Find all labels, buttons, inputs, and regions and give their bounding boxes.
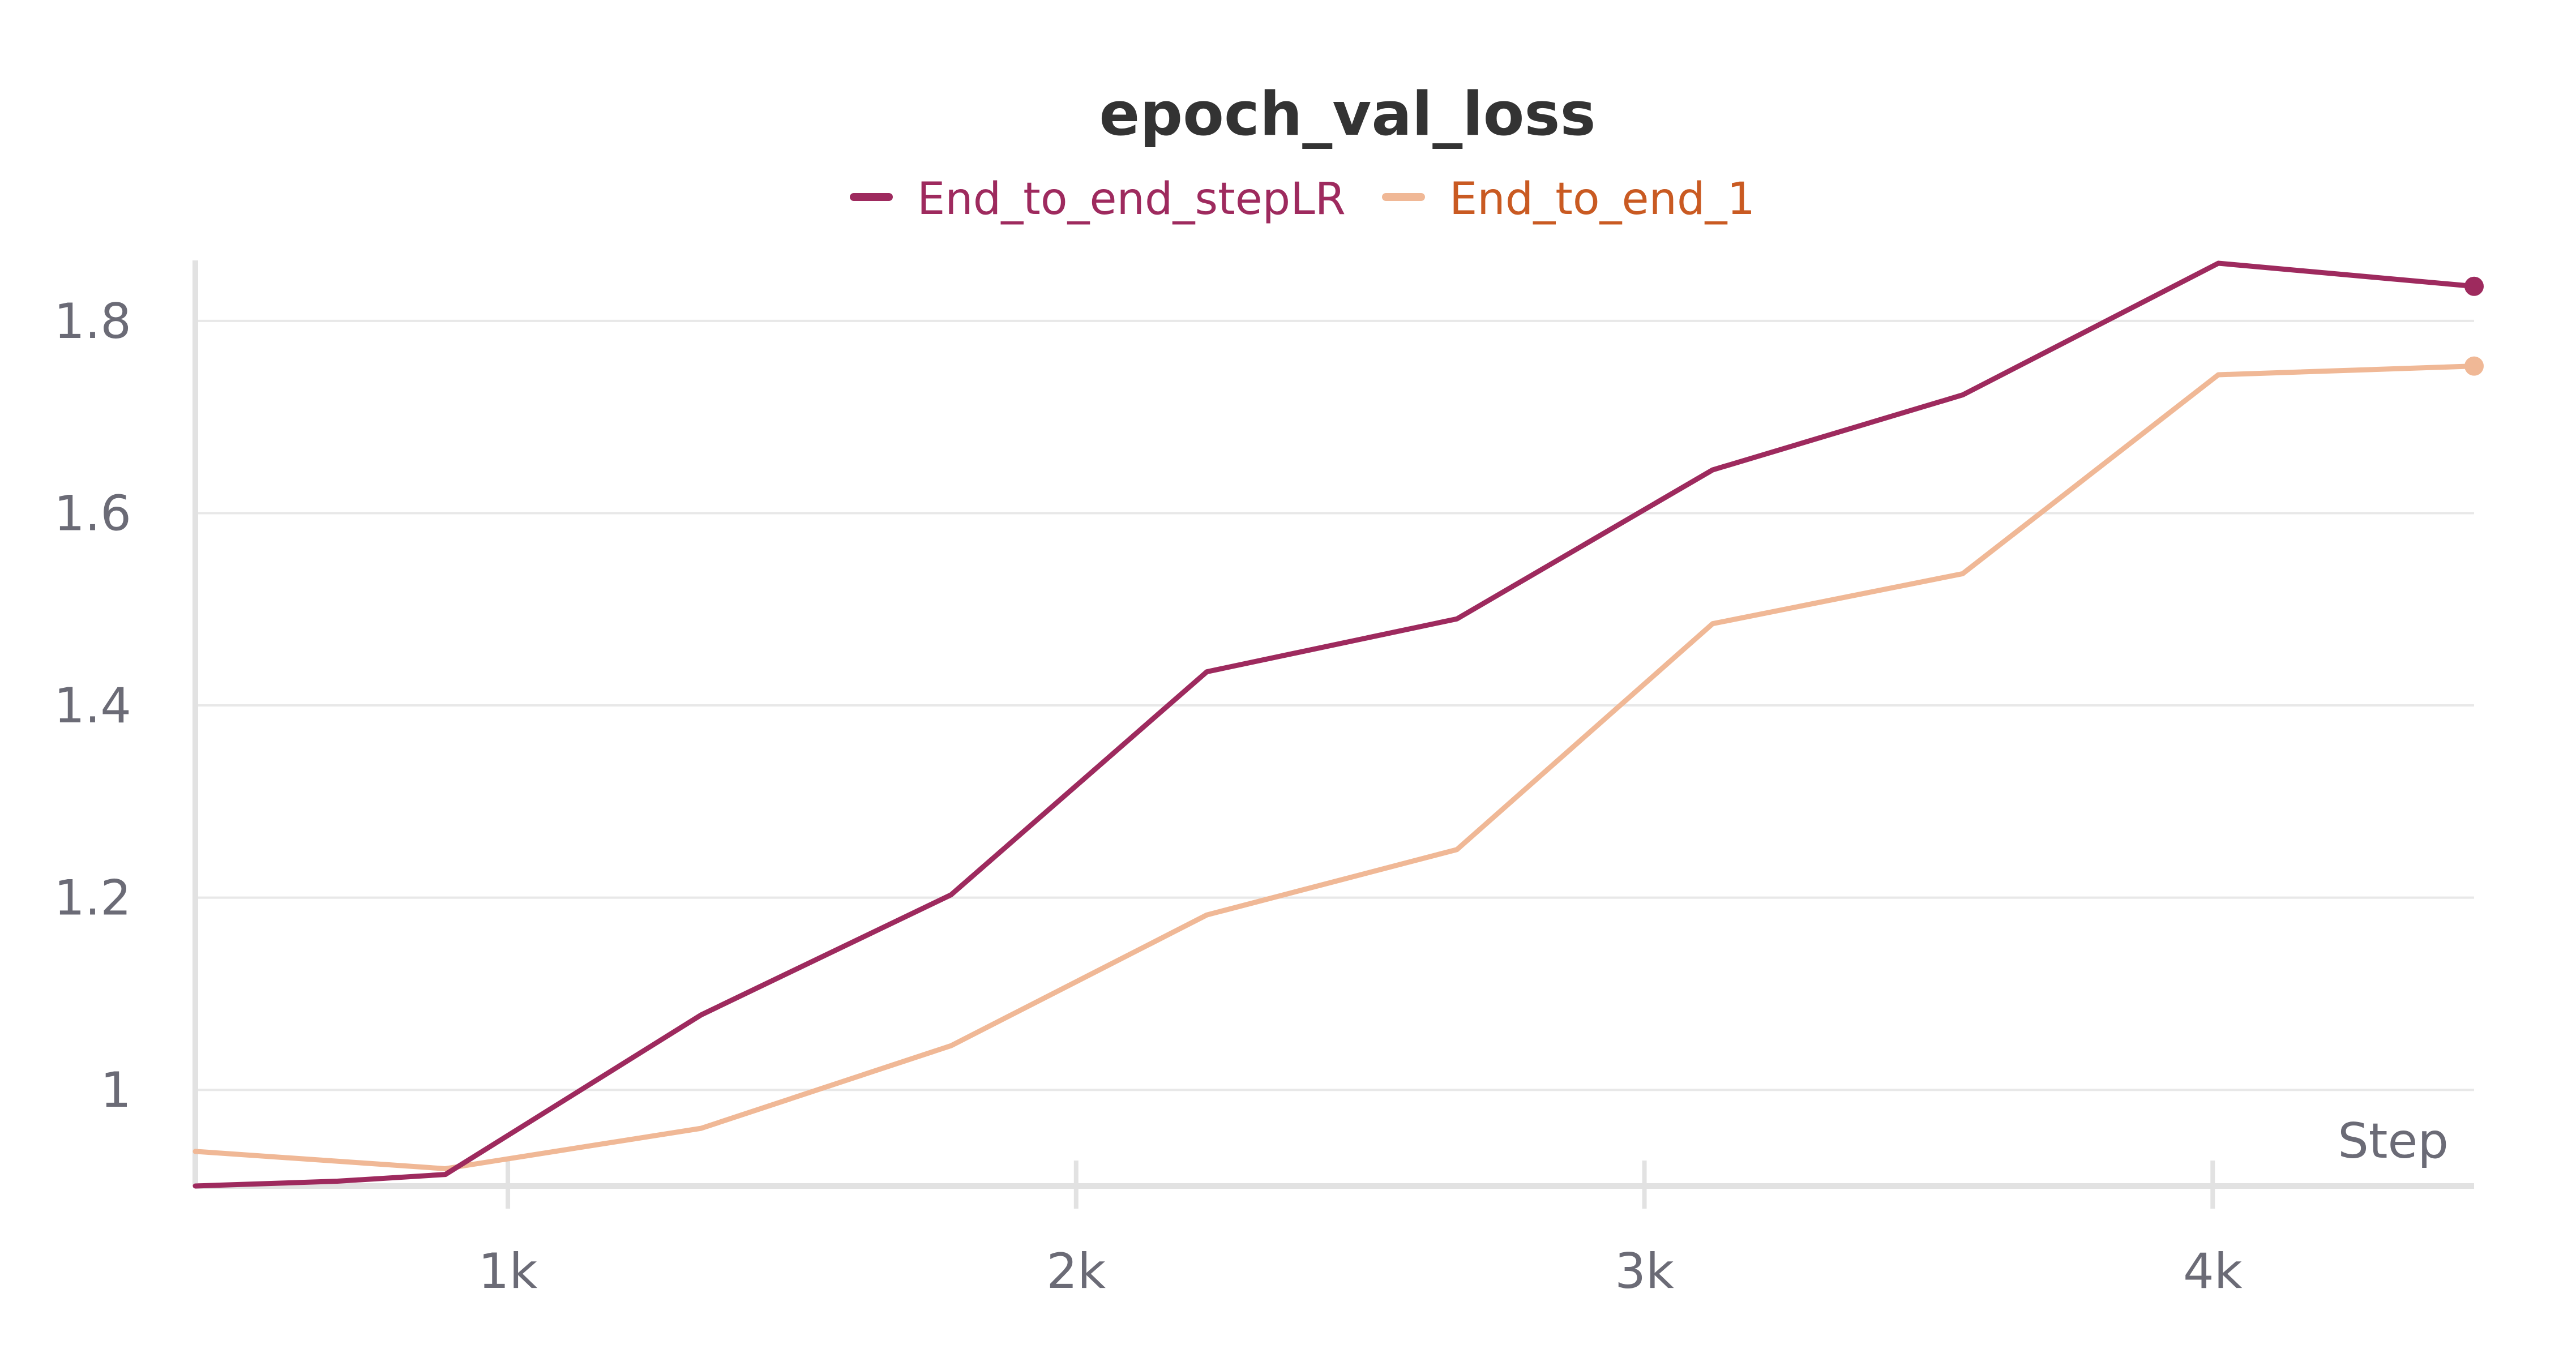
legend-label: End_to_end_1 [1449,174,1755,225]
axes [192,260,2474,1189]
x-tick-label: 4k [2183,1243,2243,1300]
y-tick-label: 1.4 [54,678,131,734]
y-tick-label: 1.8 [54,293,131,350]
legend: End_to_end_stepLR End_to_end_1 [850,174,1755,225]
y-tick-label: 1 [100,1062,131,1119]
y-tick-label: 1.6 [54,485,131,542]
x-axis-ticks: 1k 2k 3k 4k [478,1161,2243,1300]
y-axis-ticks: 1 1.2 1.4 1.6 1.8 [54,293,131,1119]
series-lines [192,260,2477,1189]
series-end-point [2464,356,2484,376]
x-axis-title: Step [2338,1113,2449,1170]
x-tick-label: 3k [1615,1243,1674,1300]
y-tick-label: 1.2 [54,870,131,927]
series-end-points [2464,276,2484,376]
chart-title: epoch_val_loss [1099,79,1595,149]
series-line-End_to_end_1 [192,363,2477,1171]
x-tick-label: 2k [1047,1243,1106,1300]
series-line-End_to_end_stepLR [192,260,2477,1189]
legend-label: End_to_end_stepLR [917,174,1346,225]
gridlines [195,319,2474,1091]
x-tick-label: 1k [478,1243,538,1300]
series-end-point [2464,276,2484,296]
